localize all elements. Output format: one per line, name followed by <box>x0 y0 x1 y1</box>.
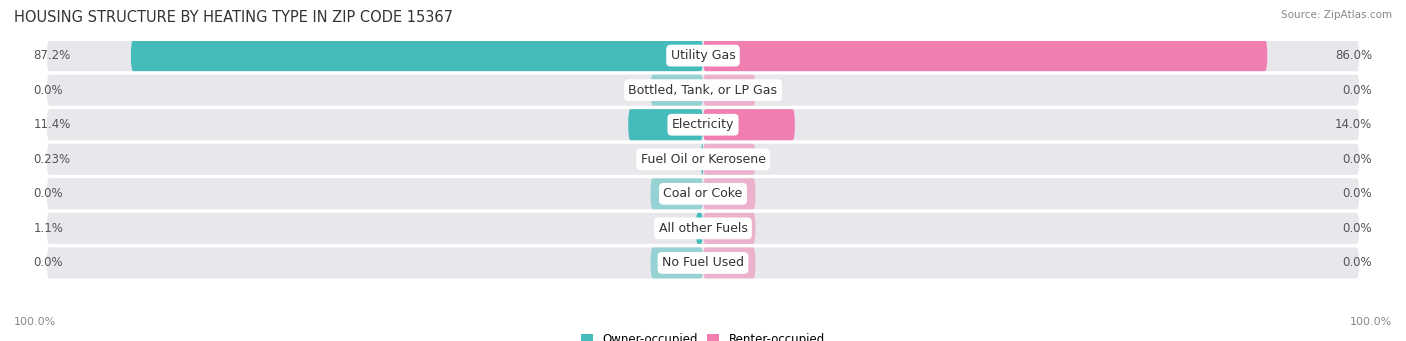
FancyBboxPatch shape <box>703 213 755 244</box>
Legend: Owner-occupied, Renter-occupied: Owner-occupied, Renter-occupied <box>576 329 830 341</box>
Text: Bottled, Tank, or LP Gas: Bottled, Tank, or LP Gas <box>628 84 778 97</box>
Text: 11.4%: 11.4% <box>34 118 72 131</box>
Text: 100.0%: 100.0% <box>1350 317 1392 327</box>
Text: 0.0%: 0.0% <box>34 187 63 200</box>
Text: Coal or Coke: Coal or Coke <box>664 187 742 200</box>
FancyBboxPatch shape <box>703 247 755 279</box>
Text: 14.0%: 14.0% <box>1336 118 1372 131</box>
FancyBboxPatch shape <box>46 247 1360 279</box>
FancyBboxPatch shape <box>703 144 755 175</box>
Text: 1.1%: 1.1% <box>34 222 63 235</box>
FancyBboxPatch shape <box>46 40 1360 71</box>
Text: 100.0%: 100.0% <box>14 317 56 327</box>
Text: Utility Gas: Utility Gas <box>671 49 735 62</box>
FancyBboxPatch shape <box>651 75 703 106</box>
Text: 0.0%: 0.0% <box>34 256 63 269</box>
FancyBboxPatch shape <box>702 144 703 175</box>
FancyBboxPatch shape <box>46 144 1360 175</box>
FancyBboxPatch shape <box>46 75 1360 106</box>
Text: 0.0%: 0.0% <box>1343 222 1372 235</box>
Text: 0.23%: 0.23% <box>34 153 70 166</box>
Text: HOUSING STRUCTURE BY HEATING TYPE IN ZIP CODE 15367: HOUSING STRUCTURE BY HEATING TYPE IN ZIP… <box>14 10 453 25</box>
FancyBboxPatch shape <box>703 109 794 140</box>
FancyBboxPatch shape <box>628 109 703 140</box>
Text: No Fuel Used: No Fuel Used <box>662 256 744 269</box>
Text: All other Fuels: All other Fuels <box>658 222 748 235</box>
Text: 0.0%: 0.0% <box>1343 153 1372 166</box>
FancyBboxPatch shape <box>651 247 703 279</box>
FancyBboxPatch shape <box>703 75 755 106</box>
Text: 0.0%: 0.0% <box>34 84 63 97</box>
FancyBboxPatch shape <box>131 40 703 71</box>
FancyBboxPatch shape <box>46 213 1360 244</box>
Text: 86.0%: 86.0% <box>1336 49 1372 62</box>
Text: 0.0%: 0.0% <box>1343 187 1372 200</box>
FancyBboxPatch shape <box>46 178 1360 209</box>
Text: Source: ZipAtlas.com: Source: ZipAtlas.com <box>1281 10 1392 20</box>
Text: 87.2%: 87.2% <box>34 49 70 62</box>
Text: Electricity: Electricity <box>672 118 734 131</box>
Text: 0.0%: 0.0% <box>1343 256 1372 269</box>
FancyBboxPatch shape <box>46 109 1360 140</box>
FancyBboxPatch shape <box>703 40 1267 71</box>
FancyBboxPatch shape <box>703 178 755 209</box>
FancyBboxPatch shape <box>696 213 703 244</box>
Text: Fuel Oil or Kerosene: Fuel Oil or Kerosene <box>641 153 765 166</box>
Text: 0.0%: 0.0% <box>1343 84 1372 97</box>
FancyBboxPatch shape <box>651 178 703 209</box>
